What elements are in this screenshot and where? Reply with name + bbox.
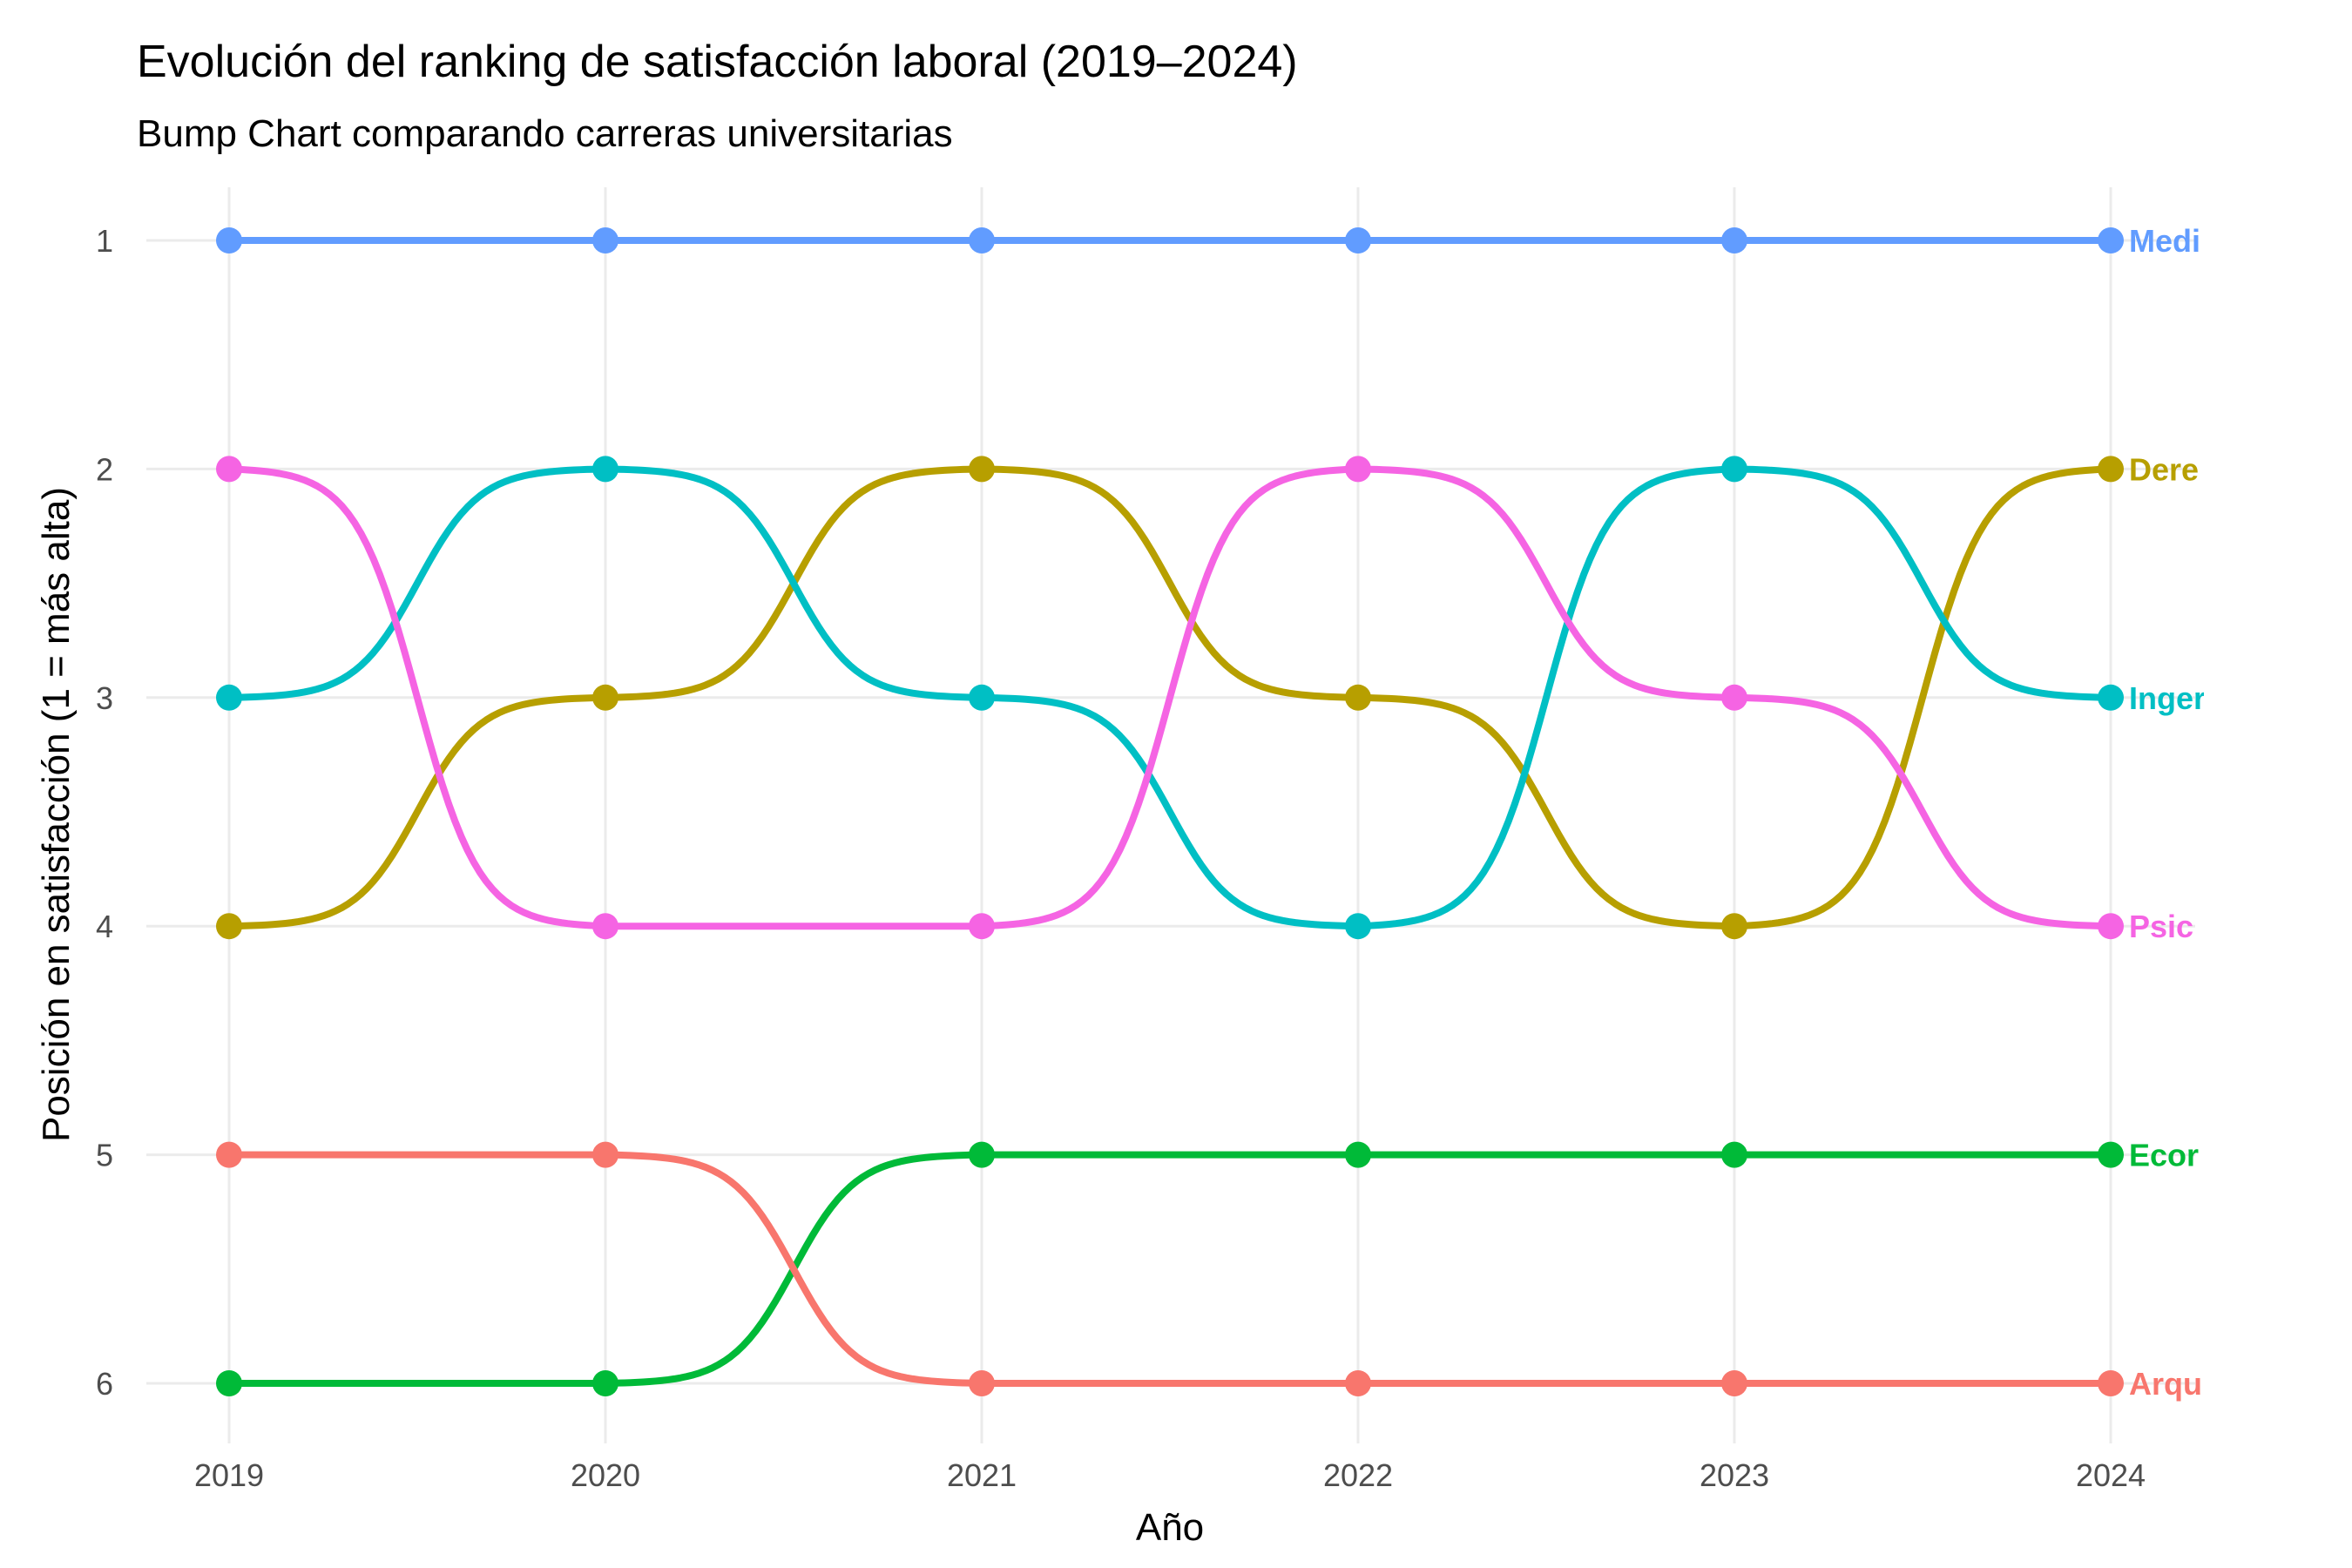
series-line-dere: [226, 465, 2114, 930]
data-point-inger: [592, 456, 618, 483]
y-axis-title: Posición en satisfacción (1 = más alta): [35, 487, 78, 1142]
end-label-ecor: Ecor: [2129, 1138, 2199, 1173]
y-tick-label: 2: [96, 451, 113, 487]
data-point-ecor: [1345, 1141, 1371, 1168]
data-point-inger: [2098, 684, 2124, 711]
data-point-psic: [1721, 684, 1747, 711]
data-point-inger: [1721, 456, 1747, 483]
data-point-dere: [1721, 913, 1747, 940]
y-tick-label: 1: [96, 223, 113, 259]
data-point-inger: [969, 684, 995, 711]
data-point-dere: [1345, 684, 1371, 711]
data-point-arqu: [216, 1141, 242, 1168]
data-point-arqu: [592, 1141, 618, 1168]
x-tick-label: 2023: [1700, 1457, 1769, 1493]
end-label-inger: Inger: [2129, 680, 2206, 716]
x-axis-ticks: 2019 2020 2021 2022 2023 2024: [194, 1457, 2146, 1493]
data-point-arqu: [1721, 1370, 1747, 1396]
data-point-psic: [592, 913, 618, 940]
chart-subtitle: Bump Chart comparando carreras universit…: [137, 112, 953, 155]
data-point-ecor: [969, 1141, 995, 1168]
data-point-psic: [2098, 913, 2124, 940]
x-tick-label: 2021: [947, 1457, 1017, 1493]
data-point-dere: [216, 913, 242, 940]
data-point-ecor: [2098, 1141, 2124, 1168]
series-line-arqu: [226, 1151, 2114, 1387]
data-point-dere: [592, 684, 618, 711]
data-point-psic: [969, 913, 995, 940]
x-tick-label: 2024: [2076, 1457, 2146, 1493]
y-tick-label: 4: [96, 909, 113, 944]
data-point-psic: [216, 456, 242, 483]
data-point-arqu: [2098, 1370, 2124, 1396]
series-line-ecor: [226, 1151, 2114, 1387]
y-tick-label: 5: [96, 1138, 113, 1173]
data-point-inger: [216, 684, 242, 711]
x-axis-title: Año: [1136, 1506, 1204, 1549]
series-line-psic: [226, 465, 2114, 930]
series-line-inger: [226, 465, 2114, 930]
series-points: [216, 227, 2124, 1396]
data-point-arqu: [969, 1370, 995, 1396]
data-point-dere: [2098, 456, 2124, 483]
x-tick-label: 2020: [571, 1457, 640, 1493]
y-tick-label: 3: [96, 680, 113, 716]
data-point-psic: [1345, 456, 1371, 483]
y-tick-label: 6: [96, 1366, 113, 1402]
end-label-psic: Psic: [2129, 909, 2193, 944]
end-labels: Medi Dere Inger Psic Ecor Arqu: [2129, 223, 2206, 1402]
end-label-arqu: Arqu: [2129, 1366, 2202, 1402]
series-lines: [226, 237, 2114, 1387]
y-axis-ticks: 1 2 3 4 5 6: [96, 223, 113, 1402]
chart-title: Evolución del ranking de satisfacción la…: [137, 37, 1298, 87]
data-point-medi: [216, 227, 242, 253]
data-point-medi: [969, 227, 995, 253]
data-point-medi: [1721, 227, 1747, 253]
data-point-ecor: [592, 1370, 618, 1396]
x-tick-label: 2022: [1323, 1457, 1393, 1493]
data-point-ecor: [216, 1370, 242, 1396]
data-point-medi: [592, 227, 618, 253]
x-tick-label: 2019: [194, 1457, 264, 1493]
data-point-arqu: [1345, 1370, 1371, 1396]
data-point-medi: [2098, 227, 2124, 253]
data-point-medi: [1345, 227, 1371, 253]
end-label-medi: Medi: [2129, 223, 2200, 259]
data-point-inger: [1345, 913, 1371, 940]
data-point-ecor: [1721, 1141, 1747, 1168]
end-label-dere: Dere: [2129, 451, 2199, 487]
data-point-dere: [969, 456, 995, 483]
